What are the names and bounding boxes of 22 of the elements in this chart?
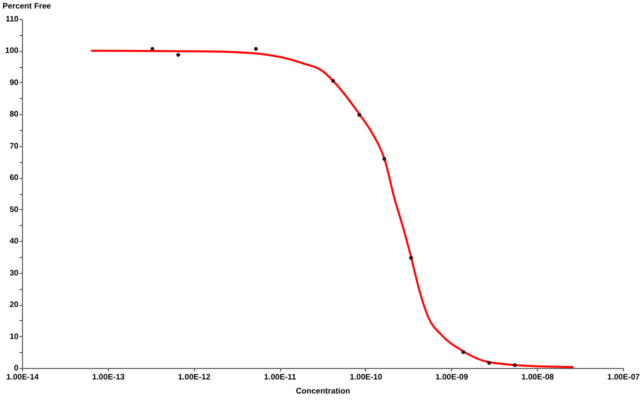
y-axis-title: Percent Free <box>2 2 52 10</box>
x-tick-label: 1.00E-11 <box>264 372 297 382</box>
y-tick-label: 0 <box>14 364 20 372</box>
y-tick-label: 70 <box>10 141 20 150</box>
y-tick-label: 20 <box>10 300 20 310</box>
y-tick-label: 40 <box>10 236 20 246</box>
x-tick-label: 1.00E-14 <box>6 372 40 382</box>
x-tick-label: 1.00E-13 <box>92 372 126 382</box>
x-axis-title: Concentration <box>296 386 350 396</box>
y-tick-label: 30 <box>10 268 20 278</box>
y-tick-label: 110 <box>6 14 20 24</box>
x-tick-label: 1.00E-07 <box>607 372 640 382</box>
y-tick-label: 10 <box>10 332 20 341</box>
x-tick-label: 1.00E-12 <box>178 372 211 382</box>
y-tick-label: 50 <box>10 204 20 214</box>
y-tick-label: 90 <box>10 78 20 87</box>
y-tick-label: 100 <box>5 46 20 56</box>
y-tick-label: 60 <box>10 173 20 182</box>
x-tick-label: 1.00E-08 <box>521 372 554 382</box>
y-tick-label: 80 <box>10 110 20 119</box>
x-tick-label: 1.00E-10 <box>350 372 383 382</box>
x-tick-label: 1.00E-09 <box>436 372 469 382</box>
